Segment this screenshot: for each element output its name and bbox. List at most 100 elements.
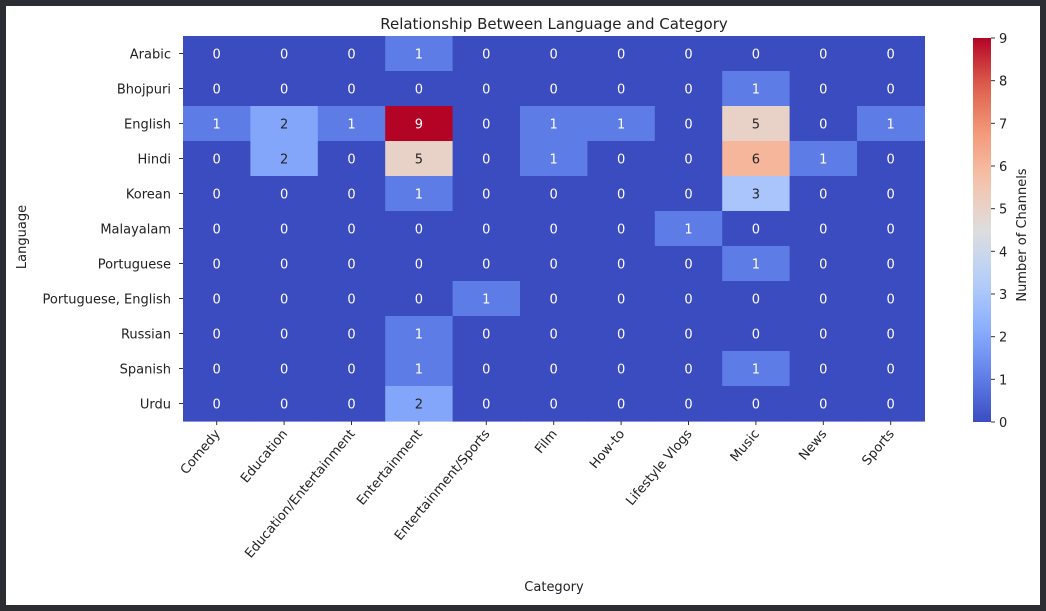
- heatmap-cell: [452, 246, 521, 282]
- x-axis-ticks: Comedy EducationEducation/EntertainmentEn…: [178, 421, 898, 561]
- cell-value-label: 0: [617, 48, 625, 63]
- heatmap-cell: [385, 316, 454, 352]
- cell-value-label: 0: [819, 83, 827, 98]
- x-tick-label: Entertainment: [354, 427, 426, 509]
- colorbar-tick-label: 2: [999, 331, 1007, 346]
- heatmap-cell: [857, 211, 925, 247]
- heatmap-cell: [789, 36, 858, 72]
- cell-value-label: 0: [213, 293, 221, 308]
- cell-value-label: 0: [684, 328, 692, 343]
- heatmap-cell: [654, 281, 723, 317]
- cell-value-label: 0: [213, 188, 221, 203]
- heatmap-cell: [520, 316, 588, 352]
- y-tick-label: Arabic: [130, 48, 171, 63]
- colorbar-ticks: 0 1 2 3 4 5 6 7 8 9: [991, 32, 1007, 431]
- cell-value-label: 5: [415, 153, 423, 168]
- heatmap-cell: [654, 106, 723, 142]
- cell-value-label: 0: [213, 363, 221, 378]
- heatmap-cell: [587, 211, 656, 247]
- heatmap-cell: [587, 71, 656, 107]
- cell-value-label: 0: [887, 223, 895, 238]
- cell-value-label: 1: [819, 153, 827, 168]
- heatmap-cell: [587, 176, 656, 212]
- heatmap-cell: [857, 281, 925, 317]
- y-tick-label: Urdu: [140, 398, 171, 413]
- cell-value-label: 1: [617, 118, 625, 133]
- heatmap-cell: [654, 351, 723, 387]
- cell-value-label: 0: [617, 363, 625, 378]
- colorbar-label: Number of Channels: [1015, 168, 1030, 301]
- cell-value-label: 1: [347, 118, 355, 133]
- cell-value-label: 0: [887, 48, 895, 63]
- heatmap-cell: [183, 141, 251, 177]
- heatmap-cell: [789, 351, 858, 387]
- y-tick-label: Portuguese, English: [43, 293, 171, 308]
- cell-value-label: 0: [415, 258, 423, 273]
- cell-value-label: 1: [415, 363, 423, 378]
- cell-value-label: 0: [684, 363, 692, 378]
- heatmap-cells: [183, 36, 925, 422]
- heatmap-cell: [250, 246, 319, 282]
- heatmap-cell: [317, 246, 386, 282]
- heatmap-cell: [452, 176, 521, 212]
- heatmap-cell: [587, 141, 656, 177]
- heatmap-cell: [250, 316, 319, 352]
- cell-value-label: 0: [347, 48, 355, 63]
- cell-value-label: 0: [415, 83, 423, 98]
- heatmap-cell: [183, 211, 251, 247]
- cell-value-label: 0: [819, 363, 827, 378]
- cell-value-label: 0: [819, 118, 827, 133]
- cell-value-label: 0: [684, 83, 692, 98]
- cell-value-label: 0: [617, 188, 625, 203]
- heatmap-cell: [520, 211, 588, 247]
- heatmap-cell: [385, 71, 454, 107]
- cell-value-label: 0: [347, 293, 355, 308]
- cell-value-label: 0: [752, 398, 760, 413]
- heatmap-cell: [722, 176, 791, 212]
- heatmap-cell: [183, 246, 251, 282]
- cell-value-label: 0: [280, 83, 288, 98]
- cell-value-label: 0: [347, 188, 355, 203]
- colorbar-tick-label: 5: [999, 203, 1007, 218]
- heatmap-cell: [250, 176, 319, 212]
- cell-value-label: 0: [347, 153, 355, 168]
- cell-value-label: 0: [482, 258, 490, 273]
- y-tick-label: Spanish: [120, 363, 171, 378]
- heatmap-cell: [317, 211, 386, 247]
- heatmap-cell: [385, 106, 454, 142]
- cell-value-label: 0: [280, 363, 288, 378]
- y-tick-label: English: [124, 118, 171, 133]
- heatmap-cell: [385, 386, 454, 422]
- cell-value-label: 0: [617, 83, 625, 98]
- cell-value-label: 1: [752, 363, 760, 378]
- cell-value-label: 0: [280, 188, 288, 203]
- heatmap-cell: [654, 246, 723, 282]
- cell-value-label: 0: [617, 223, 625, 238]
- heatmap-cell: [587, 36, 656, 72]
- heatmap-chart: Relationship Between Language and Catego…: [15, 15, 1030, 595]
- cell-value-label: 0: [347, 398, 355, 413]
- cell-value-label: 6: [752, 153, 760, 168]
- heatmap-cell: [654, 141, 723, 177]
- cell-value-label: 0: [482, 48, 490, 63]
- x-axis-label: Category: [524, 580, 584, 595]
- cell-value-label: 0: [415, 223, 423, 238]
- cell-value-label: 0: [550, 398, 558, 413]
- heatmap-cell: [722, 246, 791, 282]
- heatmap-cell: [183, 106, 251, 142]
- cell-value-label: 0: [347, 258, 355, 273]
- cell-value-label: 1: [752, 83, 760, 98]
- cell-value-label: 0: [482, 398, 490, 413]
- heatmap-cell: [385, 246, 454, 282]
- cell-value-label: 0: [280, 258, 288, 273]
- cell-value-label: 0: [213, 48, 221, 63]
- cell-value-label: 0: [482, 153, 490, 168]
- cell-value-label: 0: [415, 293, 423, 308]
- colorbar: [973, 38, 991, 422]
- heatmap-cell: [520, 36, 588, 72]
- cell-value-label: 0: [482, 188, 490, 203]
- cell-value-label: 1: [684, 223, 692, 238]
- y-tick-label: Malayalam: [100, 223, 171, 238]
- heatmap-cell: [452, 211, 521, 247]
- heatmap-cell: [452, 386, 521, 422]
